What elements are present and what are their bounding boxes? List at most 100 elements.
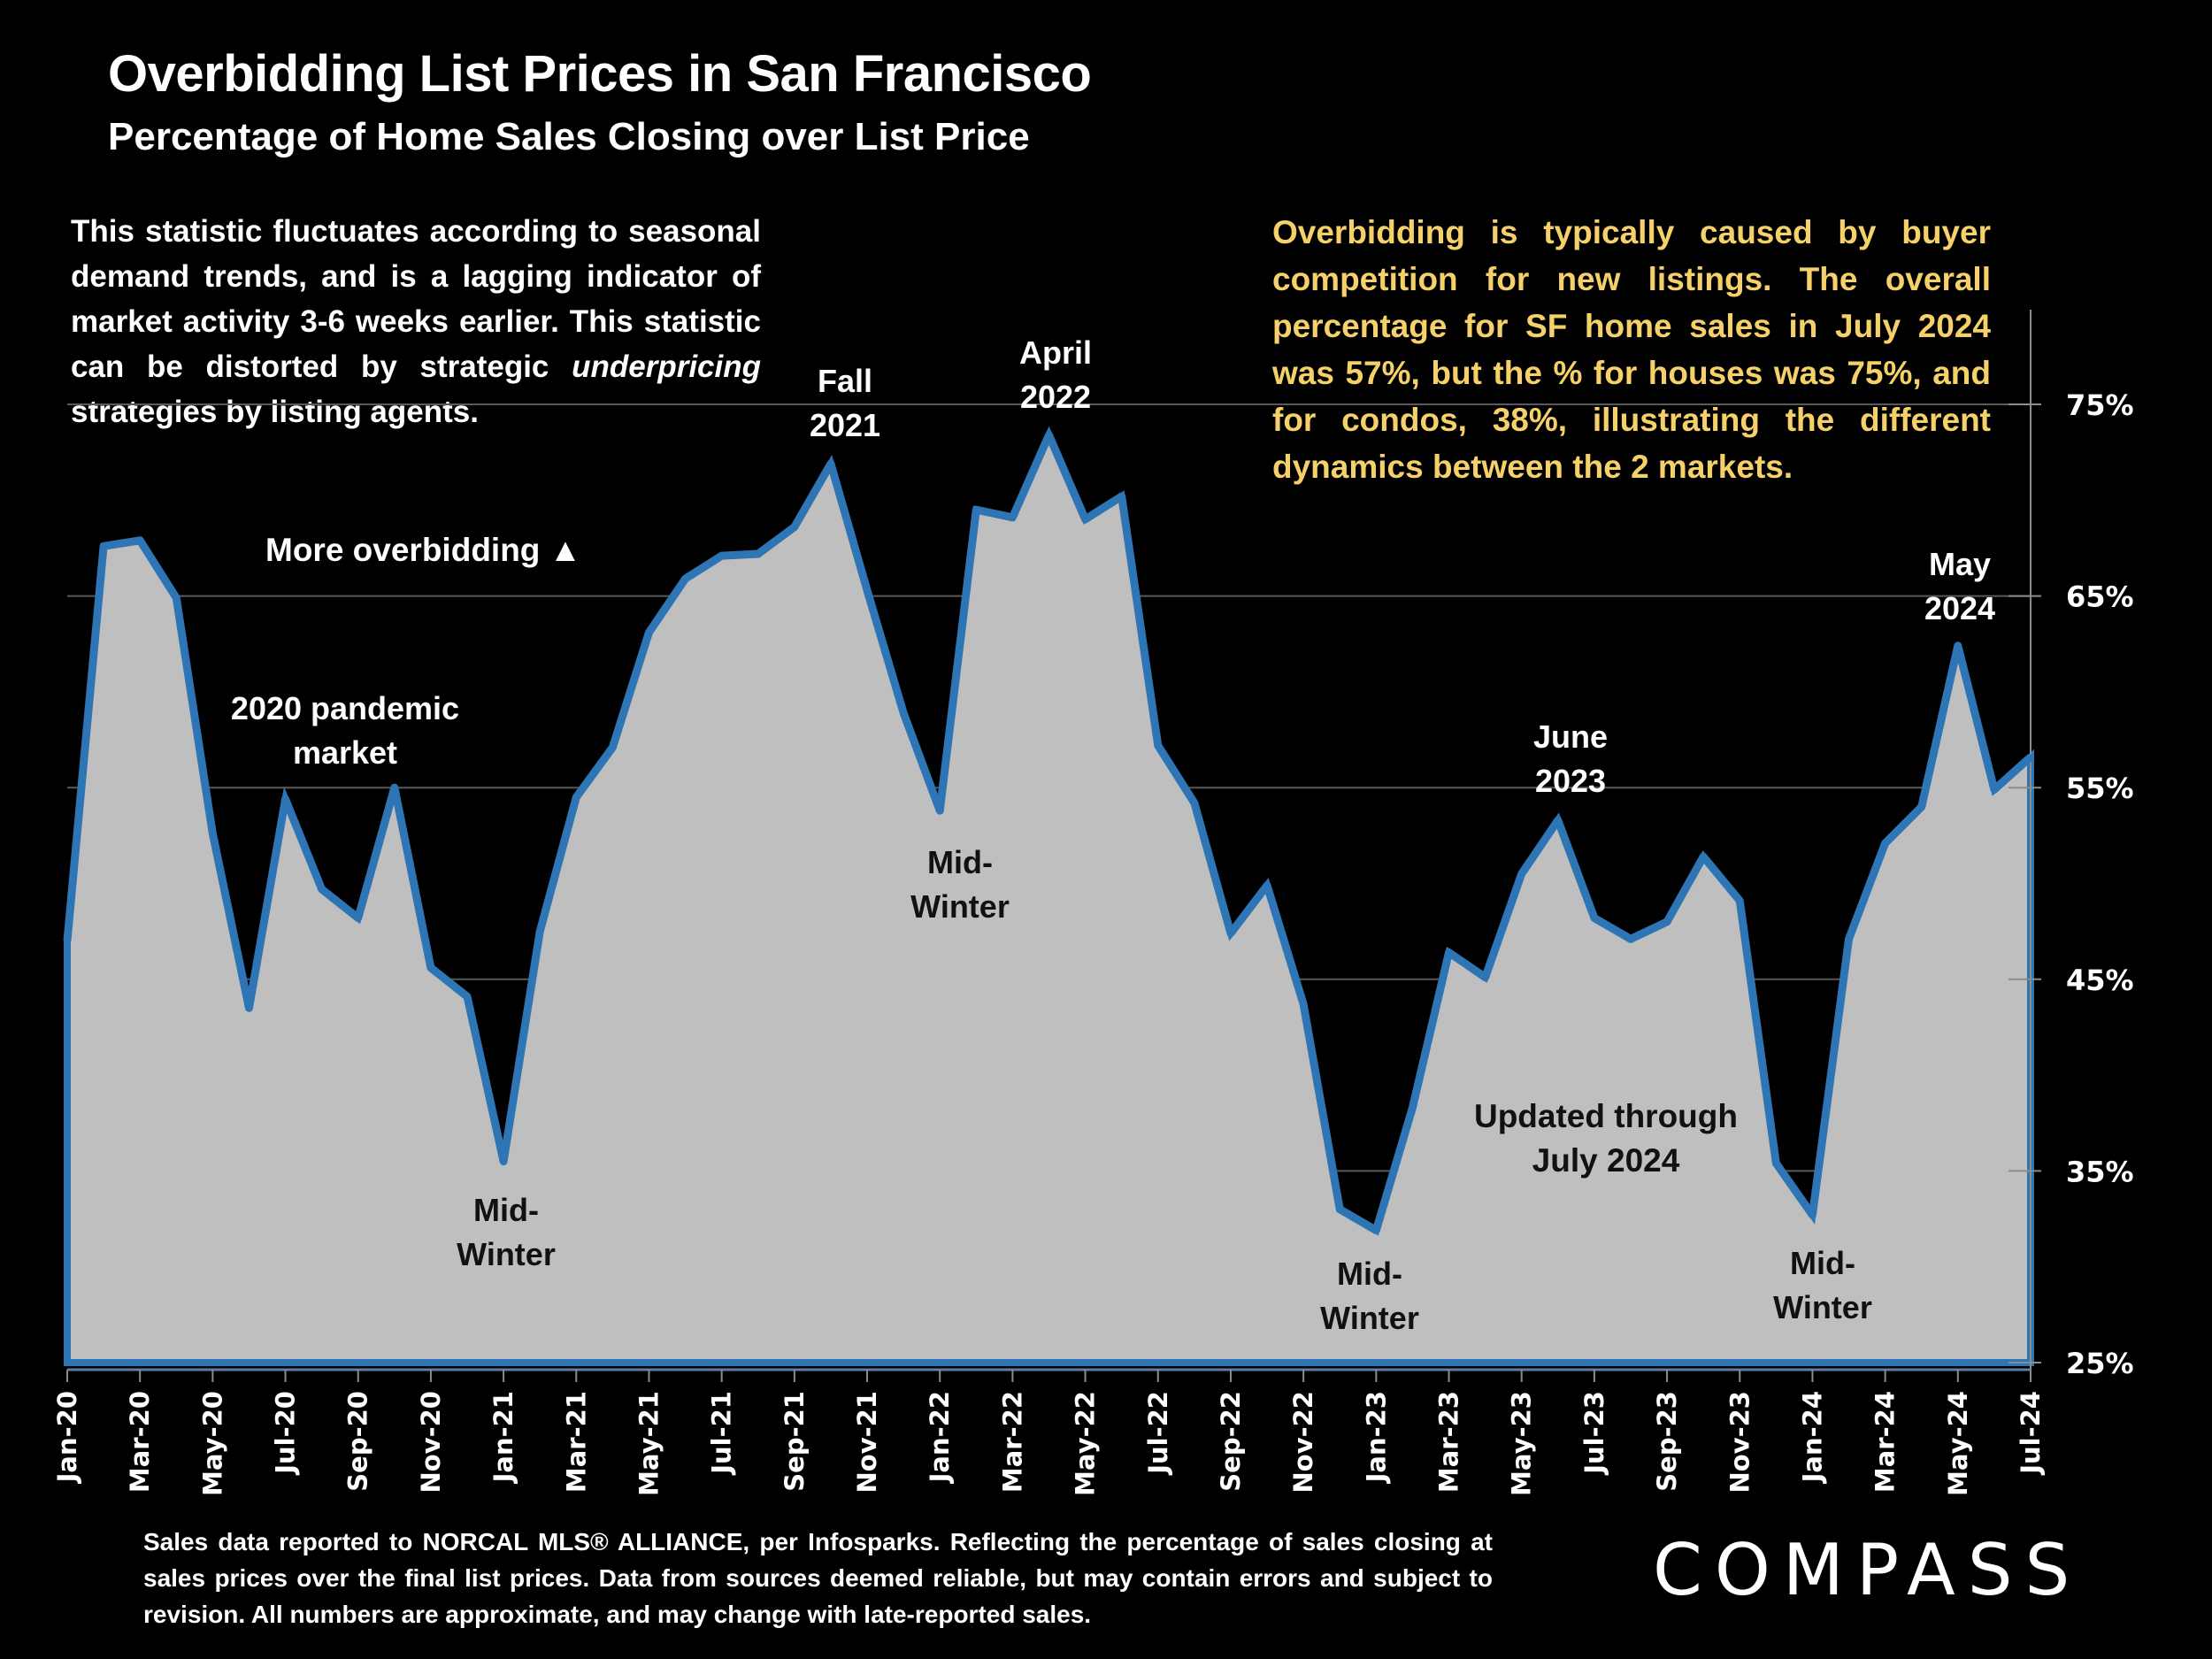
x-tick-label: May-21 [634, 1391, 664, 1496]
y-tick-label: 55% [2066, 772, 2134, 805]
midwinter-line2: Winter [910, 888, 1010, 925]
y-tick-label: 25% [2066, 1347, 2134, 1380]
x-tick-label: Sep-20 [343, 1391, 373, 1492]
data-point [319, 886, 325, 892]
note-left-text-2: strategies by listing agents. [71, 395, 479, 429]
annotation-may-2024: May 2024 [1893, 542, 2026, 631]
annotation-fall-2021-line1: Fall [817, 363, 872, 399]
x-tick-label: Jul-24 [2016, 1391, 2046, 1476]
annotation-updated: Updated through July 2024 [1451, 1094, 1761, 1183]
data-point [427, 964, 434, 971]
x-tick-label: Sep-21 [780, 1391, 810, 1492]
x-tick-label: Mar-24 [1870, 1391, 1901, 1493]
x-tick-label: Jul-20 [271, 1391, 301, 1476]
data-point [1664, 918, 1671, 925]
x-tick-label: Jan-22 [925, 1391, 955, 1484]
x-tick-label: Jan-24 [1797, 1391, 1827, 1484]
data-point [137, 537, 143, 543]
data-point [1010, 514, 1016, 520]
note-left-text-1: This statistic fluctuates according to s… [71, 214, 761, 384]
data-point [391, 785, 397, 791]
x-tick-label: May-22 [1071, 1391, 1101, 1496]
annotation-midwinter-2022: Mid- Winter [885, 841, 1035, 929]
data-point [1737, 897, 1743, 903]
data-point [1446, 949, 1452, 956]
annotation-midwinter-2024: Mid- Winter [1747, 1241, 1898, 1330]
data-point [1337, 1206, 1343, 1212]
data-point [282, 796, 288, 803]
data-point [1082, 516, 1088, 522]
annotation-april-2022-line1: April [1018, 334, 1092, 371]
x-tick-label: Jan-20 [52, 1391, 82, 1484]
data-point [2028, 754, 2033, 760]
data-point [1918, 803, 1924, 810]
note-left-italic: underpricing [572, 349, 761, 384]
annotation-updated-line2: July 2024 [1532, 1142, 1680, 1179]
annotation-more-overbidding: More overbidding ▲ [265, 532, 582, 568]
y-tick-label: 65% [2066, 580, 2134, 614]
y-axis-ticks: 25% 35% 45% 55% 65% 75% [2008, 388, 2134, 1380]
data-point [682, 576, 688, 582]
data-point [1846, 936, 1852, 942]
annotation-updated-line1: Updated through [1473, 1098, 1738, 1134]
x-tick-label: Mar-23 [1434, 1391, 1464, 1493]
x-tick-label: May-24 [1943, 1391, 1973, 1496]
annotation-june-2023-line2: 2023 [1534, 763, 1607, 799]
x-axis-ticks: Jan-20 Mar-20 May-20 Jul-20 Sep-20 Nov-20 Jan-… [52, 1370, 2046, 1496]
midwinter-line1: Mid- [1337, 1256, 1402, 1292]
annotation-midwinter-2021: Mid- Winter [431, 1188, 581, 1277]
y-tick-label: 35% [2066, 1155, 2134, 1188]
annotation-pandemic: 2020 pandemic market [204, 687, 487, 775]
data-point [1518, 871, 1525, 877]
data-point [1591, 915, 1597, 921]
data-point [1227, 930, 1233, 936]
annotation-midwinter-2023: Mid- Winter [1294, 1252, 1445, 1340]
data-point [864, 588, 871, 594]
data-point [537, 928, 543, 934]
data-point [1482, 974, 1488, 980]
data-point [501, 1158, 507, 1164]
data-points [65, 432, 2033, 1233]
data-point [1991, 787, 1997, 793]
data-point [1773, 1160, 1779, 1166]
data-point [755, 550, 761, 557]
data-point [1191, 800, 1197, 806]
x-tick-label: Jan-21 [488, 1391, 518, 1484]
data-point [610, 744, 616, 750]
data-point [937, 808, 943, 814]
data-point [1155, 742, 1161, 749]
data-point [246, 1005, 252, 1011]
annotation-pandemic-text: 2020 pandemic market [230, 690, 460, 771]
y-tick-label: 45% [2066, 964, 2134, 997]
note-right: Overbidding is typically caused by buyer… [1272, 214, 1991, 485]
x-tick-label: Nov-22 [1288, 1391, 1318, 1494]
x-tick-label: Jul-21 [707, 1391, 737, 1476]
data-point [65, 938, 70, 944]
data-point [1955, 642, 1961, 649]
data-point [1701, 854, 1707, 860]
annotation-fall-2021: Fall 2021 [779, 359, 911, 448]
x-tick-label: Mar-20 [125, 1391, 155, 1493]
data-point [210, 831, 216, 837]
data-point [1264, 882, 1271, 888]
x-tick-label: May-20 [197, 1391, 227, 1496]
annotation-may-2024-line1: May [1928, 546, 1992, 582]
midwinter-line2: Winter [1773, 1289, 1872, 1325]
data-point [827, 461, 833, 467]
x-tick-label: Mar-21 [561, 1391, 591, 1493]
data-point [1882, 841, 1888, 847]
annotation-april-2022: April 2022 [989, 331, 1122, 419]
x-tick-label: May-23 [1507, 1391, 1537, 1496]
data-point [355, 915, 361, 921]
x-tick-label: Sep-22 [1216, 1391, 1246, 1492]
data-point [465, 994, 471, 1000]
annotation-june-2023-line1: June [1532, 718, 1609, 755]
midwinter-line1: Mid- [927, 844, 993, 880]
data-point [173, 595, 180, 601]
data-point [1627, 936, 1633, 942]
x-tick-label: Nov-21 [852, 1391, 882, 1494]
data-point [573, 795, 580, 801]
data-point [791, 524, 797, 530]
x-tick-label: Jul-23 [1579, 1391, 1609, 1476]
note-left: This statistic fluctuates according to s… [71, 209, 761, 434]
